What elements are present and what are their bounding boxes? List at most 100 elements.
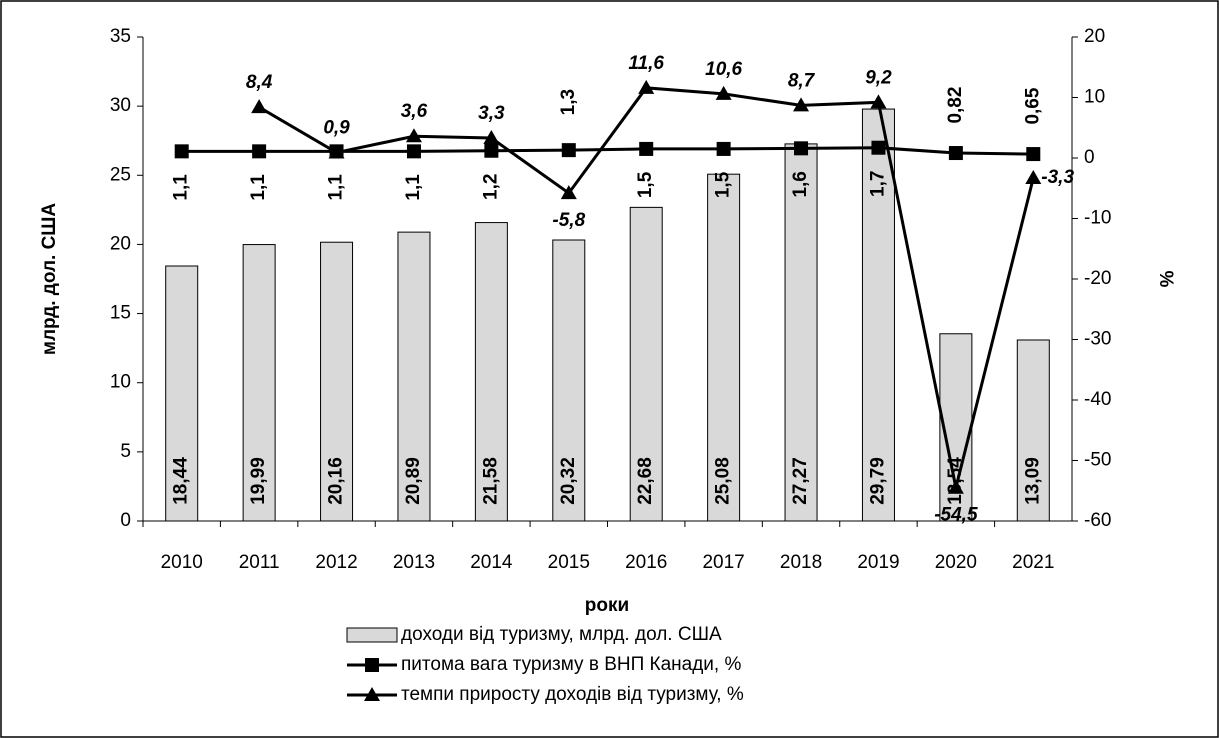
legend-label: доходи від туризму, млрд. дол. США (401, 624, 722, 645)
x-tick-label: 2021 (1012, 552, 1054, 573)
bar-value-label: 19,99 (248, 457, 269, 505)
y2-tick-label: -50 (1084, 450, 1111, 471)
point-value-label: 1,6 (790, 171, 811, 197)
y2-axis-title: % (1155, 271, 1176, 288)
y2-tick-label: 20 (1084, 26, 1105, 47)
point-value-label: 11,6 (628, 53, 664, 74)
point-value-label: 10,6 (705, 59, 742, 80)
y-tick-label: 35 (110, 26, 131, 47)
point-value-label: 0,9 (323, 118, 350, 139)
legend-label: темпи приросту доходів від туризму, % (401, 684, 744, 705)
bar-value-label: 21,58 (480, 457, 501, 505)
point-value-label: 3,6 (401, 101, 428, 122)
bar-value-label: 18,44 (171, 457, 192, 505)
point-value-label: 0,82 (945, 87, 966, 124)
point-value-label: 9,2 (865, 67, 892, 88)
bar-value-label: 29,79 (867, 457, 888, 505)
square-marker (561, 143, 576, 158)
y2-tick-label: -60 (1084, 510, 1111, 531)
square-marker (484, 143, 499, 158)
triangle-marker (1025, 169, 1042, 184)
point-value-label: 1,3 (558, 89, 579, 115)
y-axis-title: млрд. дол. США (39, 203, 60, 356)
square-marker (871, 140, 886, 155)
bar-value-label: 13,09 (1022, 457, 1043, 505)
triangle-marker (793, 97, 810, 112)
bar (242, 244, 276, 522)
x-tick-label: 2020 (935, 552, 977, 573)
x-tick-label: 2018 (780, 552, 822, 573)
y2-tick-label: -20 (1084, 268, 1111, 289)
legend-label: питома вага туризму в ВНП Канади, % (401, 654, 741, 675)
bar-value-label: 25,08 (713, 457, 734, 505)
bar-value-label: 20,89 (403, 457, 424, 505)
bar-value-label: 27,27 (790, 457, 811, 505)
bar (320, 241, 354, 522)
square-marker (174, 144, 189, 159)
x-tick-label: 2012 (315, 552, 357, 573)
point-value-label: 1,1 (403, 174, 424, 201)
square-marker (948, 146, 963, 161)
bar (629, 206, 663, 522)
y2-tick-label: -40 (1084, 389, 1111, 410)
point-value-label: -3,3 (1041, 167, 1074, 188)
x-tick-label: 2016 (625, 552, 667, 573)
y-tick-label: 0 (120, 510, 131, 531)
x-tick-label: 2010 (161, 552, 203, 573)
line-series (181, 146, 1034, 156)
y-tick-label: 15 (110, 303, 131, 324)
point-value-label: -54,5 (934, 505, 978, 526)
y-tick-label: 10 (110, 372, 131, 393)
y-tick-label: 30 (110, 95, 131, 116)
x-tick-label: 2017 (702, 552, 744, 573)
triangle-marker (405, 128, 422, 143)
triangle-marker (328, 144, 345, 159)
legend-marker (364, 687, 380, 701)
bar (165, 265, 199, 522)
point-value-label: 1,5 (713, 171, 734, 198)
triangle-marker (715, 85, 732, 100)
bar (397, 231, 431, 522)
x-tick-label: 2014 (470, 552, 513, 573)
triangle-marker (483, 130, 500, 145)
y2-tick-label: -10 (1084, 208, 1111, 229)
bar (552, 239, 586, 522)
square-marker (716, 141, 731, 156)
square-marker (639, 141, 654, 156)
triangle-marker (947, 479, 964, 494)
point-value-label: 1,1 (171, 174, 192, 201)
y2-tick-label: 0 (1084, 147, 1095, 168)
point-value-label: 1,1 (248, 174, 269, 201)
point-value-label: 8,4 (246, 72, 273, 93)
square-marker (794, 141, 809, 156)
x-tick-label: 2013 (393, 552, 435, 573)
triangle-marker (560, 185, 577, 200)
y-tick-label: 5 (120, 441, 131, 462)
bar (474, 222, 508, 522)
point-value-label: 1,1 (326, 174, 347, 201)
bar-value-label: 20,16 (326, 457, 347, 505)
point-value-label: 0,65 (1022, 87, 1043, 124)
square-marker (252, 144, 267, 159)
point-value-label: 3,3 (478, 103, 505, 124)
triangle-marker (870, 94, 887, 109)
bar-value-label: 20,32 (558, 457, 579, 505)
point-value-label: -5,8 (552, 210, 585, 231)
x-tick-label: 2015 (548, 552, 590, 573)
y2-tick-label: 10 (1084, 87, 1105, 108)
bar (707, 173, 741, 522)
bar (784, 143, 818, 522)
triangle-marker (638, 79, 655, 94)
y-tick-label: 25 (110, 164, 131, 185)
x-tick-label: 2011 (239, 552, 280, 573)
y2-tick-label: -30 (1084, 329, 1111, 350)
legend-swatch (346, 627, 398, 643)
point-value-label: 1,2 (480, 174, 501, 200)
x-tick-label: 2019 (857, 552, 899, 573)
y-tick-label: 20 (110, 233, 131, 254)
bar (861, 108, 895, 522)
square-marker (1026, 147, 1041, 162)
bar-value-label: 22,68 (635, 457, 656, 505)
square-marker (406, 144, 421, 159)
